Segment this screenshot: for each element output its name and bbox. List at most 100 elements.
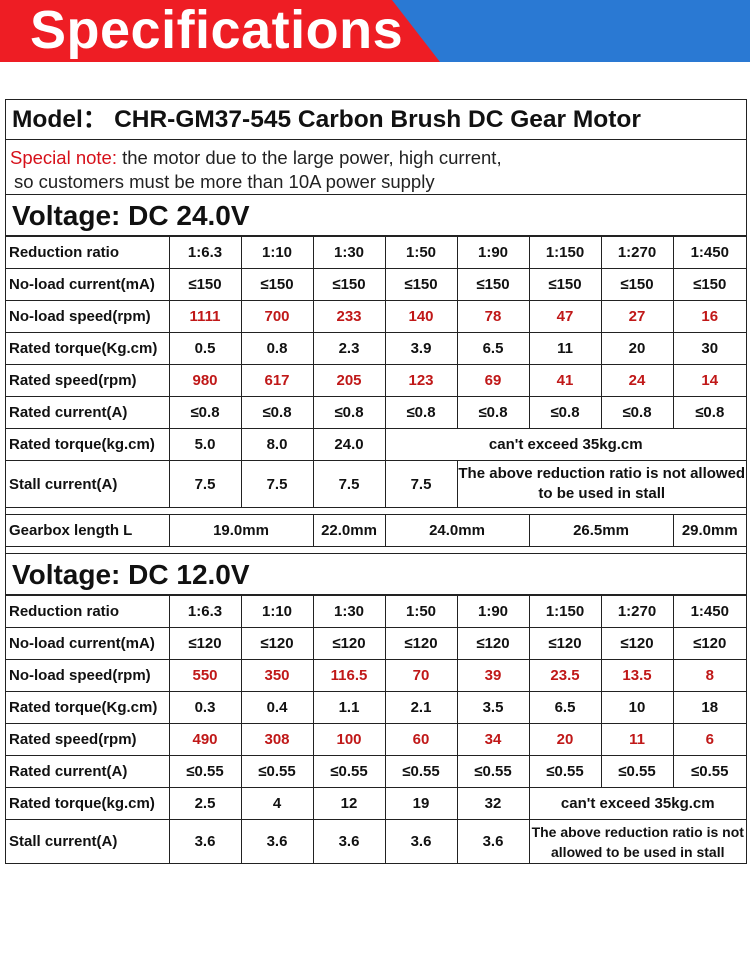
- row-label: Reduction ratio: [6, 595, 170, 628]
- cell-value: 123: [384, 364, 458, 397]
- row-label: Stall current(A): [6, 460, 170, 508]
- row-label: Rated torque(Kg.cm): [6, 332, 170, 365]
- cell-value: 10: [600, 691, 674, 724]
- cell-value: 16: [672, 300, 746, 333]
- voltage-24-heading: Voltage: DC 24.0V: [6, 195, 746, 236]
- cell-value: ≤0.8: [312, 396, 386, 429]
- cell-value: ≤120: [528, 627, 602, 660]
- cell-value: 1:270: [600, 236, 674, 269]
- gearbox-value: 22.0mm: [312, 514, 386, 547]
- cell-value: 78: [456, 300, 530, 333]
- gearbox-value: 29.0mm: [672, 514, 746, 547]
- cell-value: ≤120: [240, 627, 314, 660]
- stall-torque-note: can't exceed 35kg.cm: [528, 787, 746, 820]
- row-label: No-load current(mA): [6, 627, 170, 660]
- row-label: Gearbox length L: [6, 514, 170, 547]
- cell-value: 11: [528, 332, 602, 365]
- row-reduction-ratio: Reduction ratio 1:6.3 1:10 1:30 1:50 1:90 1:15…: [6, 595, 746, 628]
- cell-value: 39: [456, 659, 530, 692]
- row-rated-speed: Rated speed(rpm) 980 617 205 123 69 41 24 14: [6, 364, 746, 397]
- cell-value: 0.4: [240, 691, 314, 724]
- cell-value: 11: [600, 723, 674, 756]
- cell-value: 2.3: [312, 332, 386, 365]
- row-rated-torque: Rated torque(Kg.cm) 0.3 0.4 1.1 2.1 3.5 6.5 10 1…: [6, 691, 746, 724]
- cell-value: 24.0: [312, 428, 386, 461]
- cell-value: 490: [168, 723, 242, 756]
- cell-value: ≤120: [168, 627, 242, 660]
- cell-value: ≤0.8: [240, 396, 314, 429]
- cell-value: ≤0.55: [456, 755, 530, 788]
- cell-value: 1:30: [312, 236, 386, 269]
- cell-value: ≤150: [600, 268, 674, 301]
- cell-value: ≤120: [384, 627, 458, 660]
- cell-value: 1.1: [312, 691, 386, 724]
- cell-value: 550: [168, 659, 242, 692]
- cell-value: ≤0.8: [600, 396, 674, 429]
- cell-value: ≤0.55: [312, 755, 386, 788]
- cell-value: 3.6: [384, 819, 458, 864]
- cell-value: 700: [240, 300, 314, 333]
- cell-value: 2.1: [384, 691, 458, 724]
- cell-value: 1:150: [528, 595, 602, 628]
- cell-value: ≤120: [600, 627, 674, 660]
- spec-sheet: Model： CHR-GM37-545 Carbon Brush DC Gear…: [5, 99, 747, 864]
- cell-value: 2.5: [168, 787, 242, 820]
- gearbox-value: 19.0mm: [168, 514, 314, 547]
- cell-value: 1111: [168, 300, 242, 333]
- cell-value: 4: [240, 787, 314, 820]
- cell-value: 60: [384, 723, 458, 756]
- cell-value: 1:270: [600, 595, 674, 628]
- cell-value: 19: [384, 787, 458, 820]
- cell-value: 13.5: [600, 659, 674, 692]
- cell-value: 1:50: [384, 236, 458, 269]
- row-label: Rated speed(rpm): [6, 364, 170, 397]
- row-rated-torque: Rated torque(Kg.cm) 0.5 0.8 2.3 3.9 6.5 11 20 30: [6, 332, 746, 365]
- row-noload-current: No-load current(mA) ≤120 ≤120 ≤120 ≤120 ≤120 ≤…: [6, 627, 746, 660]
- cell-value: ≤0.55: [384, 755, 458, 788]
- row-noload-speed: No-load speed(rpm) 550 350 116.5 70 39 23.5 13.…: [6, 659, 746, 692]
- special-note: Special note: the motor due to the large…: [6, 140, 746, 195]
- cell-value: 3.9: [384, 332, 458, 365]
- cell-value: 0.5: [168, 332, 242, 365]
- cell-value: 27: [600, 300, 674, 333]
- cell-value: 0.3: [168, 691, 242, 724]
- cell-value: 7.5: [312, 460, 386, 508]
- cell-value: 1:450: [672, 595, 746, 628]
- cell-value: 1:6.3: [168, 595, 242, 628]
- row-label: No-load current(mA): [6, 268, 170, 301]
- cell-value: 30: [672, 332, 746, 365]
- cell-value: ≤0.8: [456, 396, 530, 429]
- row-label: Rated speed(rpm): [6, 723, 170, 756]
- cell-value: 7.5: [384, 460, 458, 508]
- header-banner: Specifications: [0, 0, 750, 62]
- gearbox-value: 26.5mm: [528, 514, 674, 547]
- cell-value: 23.5: [528, 659, 602, 692]
- row-noload-speed: No-load speed(rpm) 1111 700 233 140 78 47 27 16: [6, 300, 746, 333]
- cell-value: 205: [312, 364, 386, 397]
- cell-value: 7.5: [168, 460, 242, 508]
- model-title: Model： CHR-GM37-545 Carbon Brush DC Gear…: [6, 100, 746, 140]
- cell-value: 14: [672, 364, 746, 397]
- cell-value: 6.5: [456, 332, 530, 365]
- cell-value: 20: [600, 332, 674, 365]
- cell-value: 34: [456, 723, 530, 756]
- row-rated-speed: Rated speed(rpm) 490 308 100 60 34 20 11 6: [6, 723, 746, 756]
- cell-value: ≤150: [312, 268, 386, 301]
- cell-value: 3.5: [456, 691, 530, 724]
- special-note-text-2: so customers must be more than 10A power…: [14, 171, 435, 192]
- spec-table-12v: Reduction ratio 1:6.3 1:10 1:30 1:50 1:90 1:15…: [6, 595, 746, 864]
- special-note-label: Special note:: [10, 147, 117, 168]
- cell-value: 1:150: [528, 236, 602, 269]
- cell-value: 3.6: [456, 819, 530, 864]
- row-label: Rated current(A): [6, 755, 170, 788]
- cell-value: ≤0.55: [240, 755, 314, 788]
- row-noload-current: No-load current(mA) ≤150 ≤150 ≤150 ≤150 ≤150 ≤…: [6, 268, 746, 301]
- cell-value: 1:450: [672, 236, 746, 269]
- cell-value: 24: [600, 364, 674, 397]
- spacer: [6, 507, 746, 515]
- cell-value: ≤0.8: [528, 396, 602, 429]
- cell-value: 7.5: [240, 460, 314, 508]
- cell-value: 617: [240, 364, 314, 397]
- cell-value: 350: [240, 659, 314, 692]
- row-label: Reduction ratio: [6, 236, 170, 269]
